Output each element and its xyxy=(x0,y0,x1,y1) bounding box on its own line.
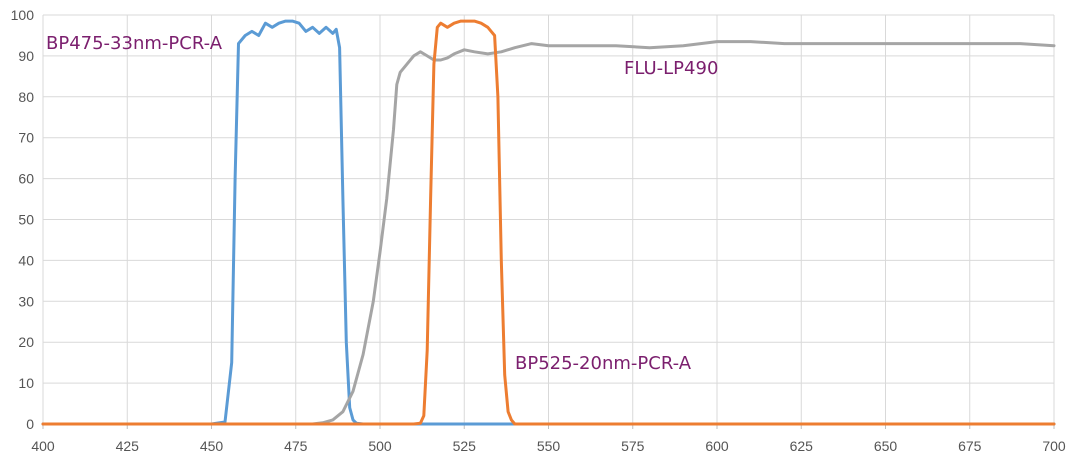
y-tick-label-100: 100 xyxy=(11,7,35,23)
chart-grid xyxy=(42,14,1055,425)
series-label-flu-lp490: FLU-LP490 xyxy=(624,58,718,79)
series-label-bp525: BP525-20nm-PCR-A xyxy=(515,353,692,374)
y-tick-label-10: 10 xyxy=(18,375,34,391)
series-label-bp475: BP475-33nm-PCR-A xyxy=(46,33,223,54)
y-tick-label-30: 30 xyxy=(18,293,34,309)
series-line-flu-lp490 xyxy=(41,40,1056,426)
y-tick-label-50: 50 xyxy=(18,212,34,228)
x-tick-label-450: 450 xyxy=(200,438,224,454)
x-tick-label-600: 600 xyxy=(705,438,729,454)
y-tick-label-90: 90 xyxy=(18,48,34,64)
y-tick-label-0: 0 xyxy=(26,416,34,432)
series-line-bp525-20nm-pcr-a xyxy=(41,19,1056,426)
y-tick-label-70: 70 xyxy=(18,130,34,146)
x-tick-label-475: 475 xyxy=(284,438,308,454)
x-tick-label-700: 700 xyxy=(1042,438,1066,454)
y-tick-label-80: 80 xyxy=(18,89,34,105)
x-tick-label-675: 675 xyxy=(958,438,982,454)
x-tick-label-500: 500 xyxy=(368,438,392,454)
y-tick-label-60: 60 xyxy=(18,171,34,187)
x-tick-label-575: 575 xyxy=(621,438,645,454)
y-tick-label-40: 40 xyxy=(18,252,34,268)
y-tick-label-20: 20 xyxy=(18,334,34,350)
x-tick-label-400: 400 xyxy=(31,438,55,454)
chart-tick-labels: 0 10 20 30 40 50 60 70 80 90 100 400 425 450 475 500 525… xyxy=(11,7,1066,454)
chart-series-labels: BP475-33nm-PCR-A FLU-LP490 BP525-20nm-PC… xyxy=(46,33,718,374)
x-tick-label-550: 550 xyxy=(537,438,561,454)
x-tick-label-525: 525 xyxy=(453,438,477,454)
series-line-bp475-33nm-pcr-a xyxy=(41,19,1056,426)
chart-series xyxy=(41,19,1056,426)
x-tick-label-425: 425 xyxy=(116,438,140,454)
x-tick-label-625: 625 xyxy=(790,438,814,454)
x-tick-label-650: 650 xyxy=(874,438,898,454)
